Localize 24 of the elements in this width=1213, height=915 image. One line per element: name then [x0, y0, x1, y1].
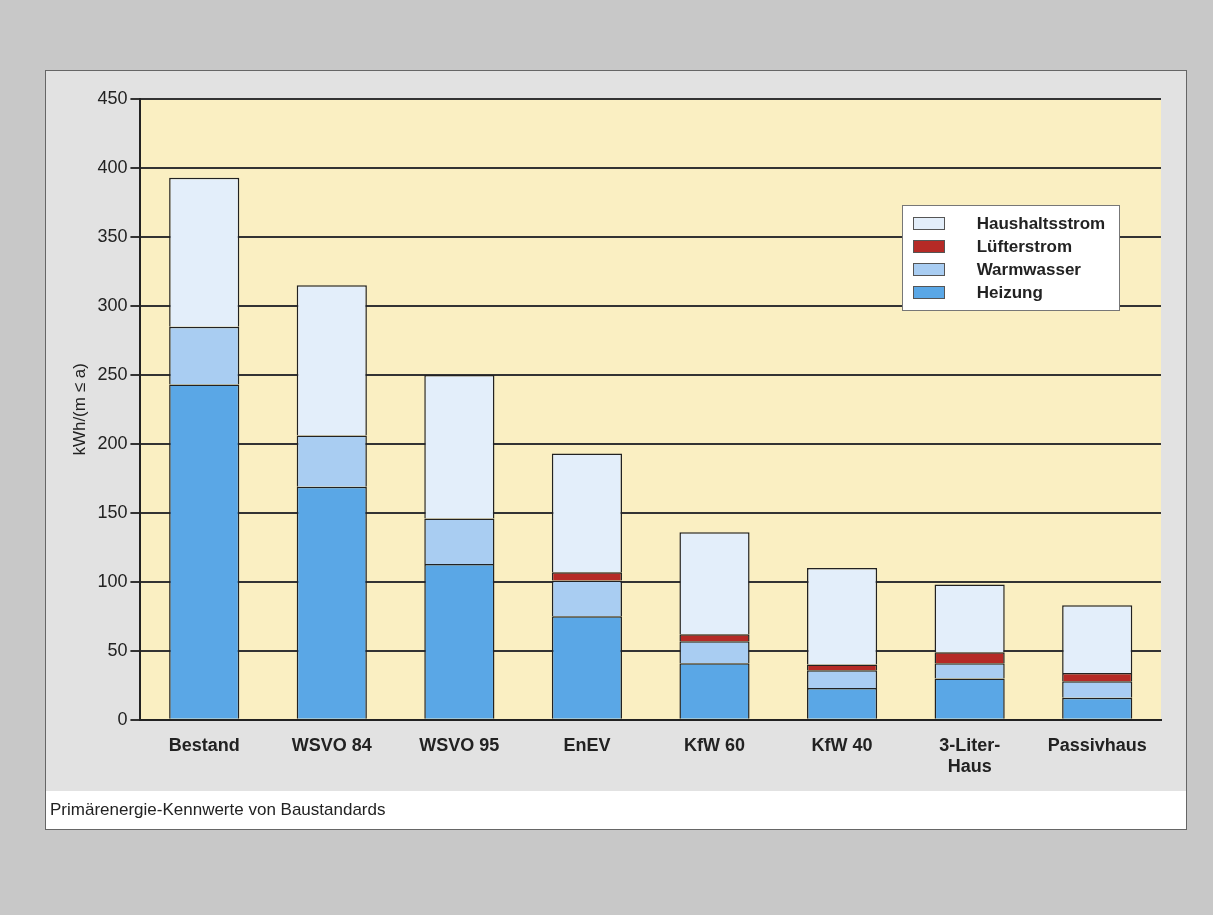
y-tick-label: 300 — [97, 294, 128, 315]
y-tick-label: 100 — [97, 570, 128, 591]
y-tick-label: 0 — [117, 708, 128, 729]
y-axis-title: kWh/(m ≤ a) — [69, 363, 89, 456]
y-tick-label: 50 — [107, 639, 128, 660]
legend-label: Heizung — [976, 281, 1043, 304]
y-tick-label: 250 — [97, 363, 128, 384]
text: Primärenergie-Kennwerte von Baustandards — [46, 791, 1186, 829]
x-tick-label: WSVO 95 — [419, 734, 500, 755]
y-tick-label: 400 — [97, 156, 128, 177]
y-tick-label: 150 — [97, 501, 128, 522]
y-tick-label: 350 — [97, 225, 128, 246]
x-tick-label: Passivhaus — [1047, 734, 1147, 755]
x-tick-label: 3-Liter-Haus — [939, 734, 1001, 777]
y-tick-label: 450 — [97, 87, 128, 108]
x-tick-label: WSVO 84 — [291, 734, 372, 755]
legend-label: Haushaltsstrom — [976, 212, 1106, 235]
x-tick-label: Bestand — [168, 734, 240, 755]
legend-label: Warmwasser — [976, 258, 1081, 281]
x-tick-label: EnEV — [563, 734, 611, 755]
legend-label: Lüfterstrom — [976, 235, 1073, 258]
x-tick-label: KfW 60 — [683, 734, 746, 755]
x-tick-label: KfW 40 — [811, 734, 873, 755]
y-tick-label: 200 — [97, 432, 128, 453]
